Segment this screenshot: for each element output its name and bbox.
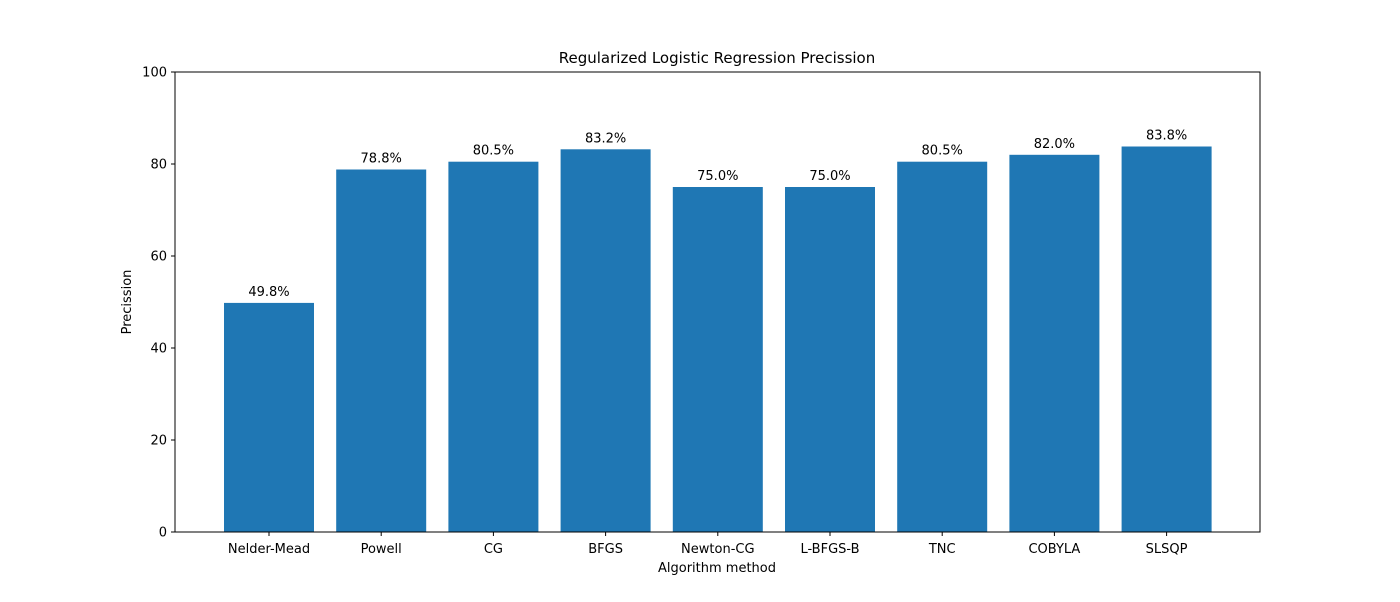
bar-cobyla [1009, 154, 1100, 533]
data-label: 49.8% [248, 285, 289, 300]
bar-nelder-mead [224, 302, 314, 532]
data-label: 83.8% [1146, 129, 1187, 144]
y-tick-label: 40 [150, 342, 167, 357]
data-label: 83.2% [585, 131, 626, 146]
x-tick-label: Newton-CG [681, 542, 755, 557]
bar-newton-cg [672, 187, 763, 532]
bar-tnc [897, 161, 988, 532]
bar-powell [336, 169, 427, 532]
x-tick-label: Powell [361, 542, 402, 557]
bar-cg [448, 161, 539, 532]
bars-layer [224, 146, 1212, 533]
x-axis-ticks: Nelder-Mead Powell CG BFGS Newton-CG L-BFGS-B… [228, 532, 1188, 557]
y-tick-label: 20 [150, 434, 167, 449]
bar-bfgs [560, 149, 651, 533]
x-tick-label: COBYLA [1028, 542, 1080, 557]
chart-title: Regularized Logistic Regression Precissi… [559, 49, 876, 67]
data-label: 80.5% [473, 144, 514, 159]
y-axis-label: Precission [120, 270, 135, 335]
data-label: 80.5% [922, 144, 963, 159]
x-tick-label: Nelder-Mead [228, 542, 310, 557]
y-axis-ticks: 0 20 40 60 80 100 [142, 66, 175, 541]
x-tick-label: BFGS [588, 542, 623, 557]
plot-frame [174, 71, 1261, 533]
y-tick-label: 60 [150, 250, 167, 265]
y-tick-label: 0 [159, 526, 167, 541]
x-tick-label: TNC [928, 542, 956, 557]
data-label: 82.0% [1034, 137, 1075, 152]
x-axis-label: Algorithm method [658, 561, 776, 576]
data-label: 78.8% [361, 152, 402, 167]
x-tick-label: CG [484, 542, 503, 557]
y-tick-label: 80 [150, 158, 167, 173]
bar-l-bfgs-b [785, 187, 875, 532]
x-tick-label: L-BFGS-B [800, 542, 859, 557]
bar-slsqp [1121, 146, 1212, 532]
data-labels-layer: 49.8% 78.8% 80.5% 83.2% 75.0% 75.0% 80.5% 82.0%… [248, 129, 1187, 300]
data-label: 75.0% [697, 169, 738, 184]
y-tick-label: 100 [142, 66, 167, 81]
x-tick-label: SLSQP [1146, 542, 1188, 557]
data-label: 75.0% [809, 169, 850, 184]
